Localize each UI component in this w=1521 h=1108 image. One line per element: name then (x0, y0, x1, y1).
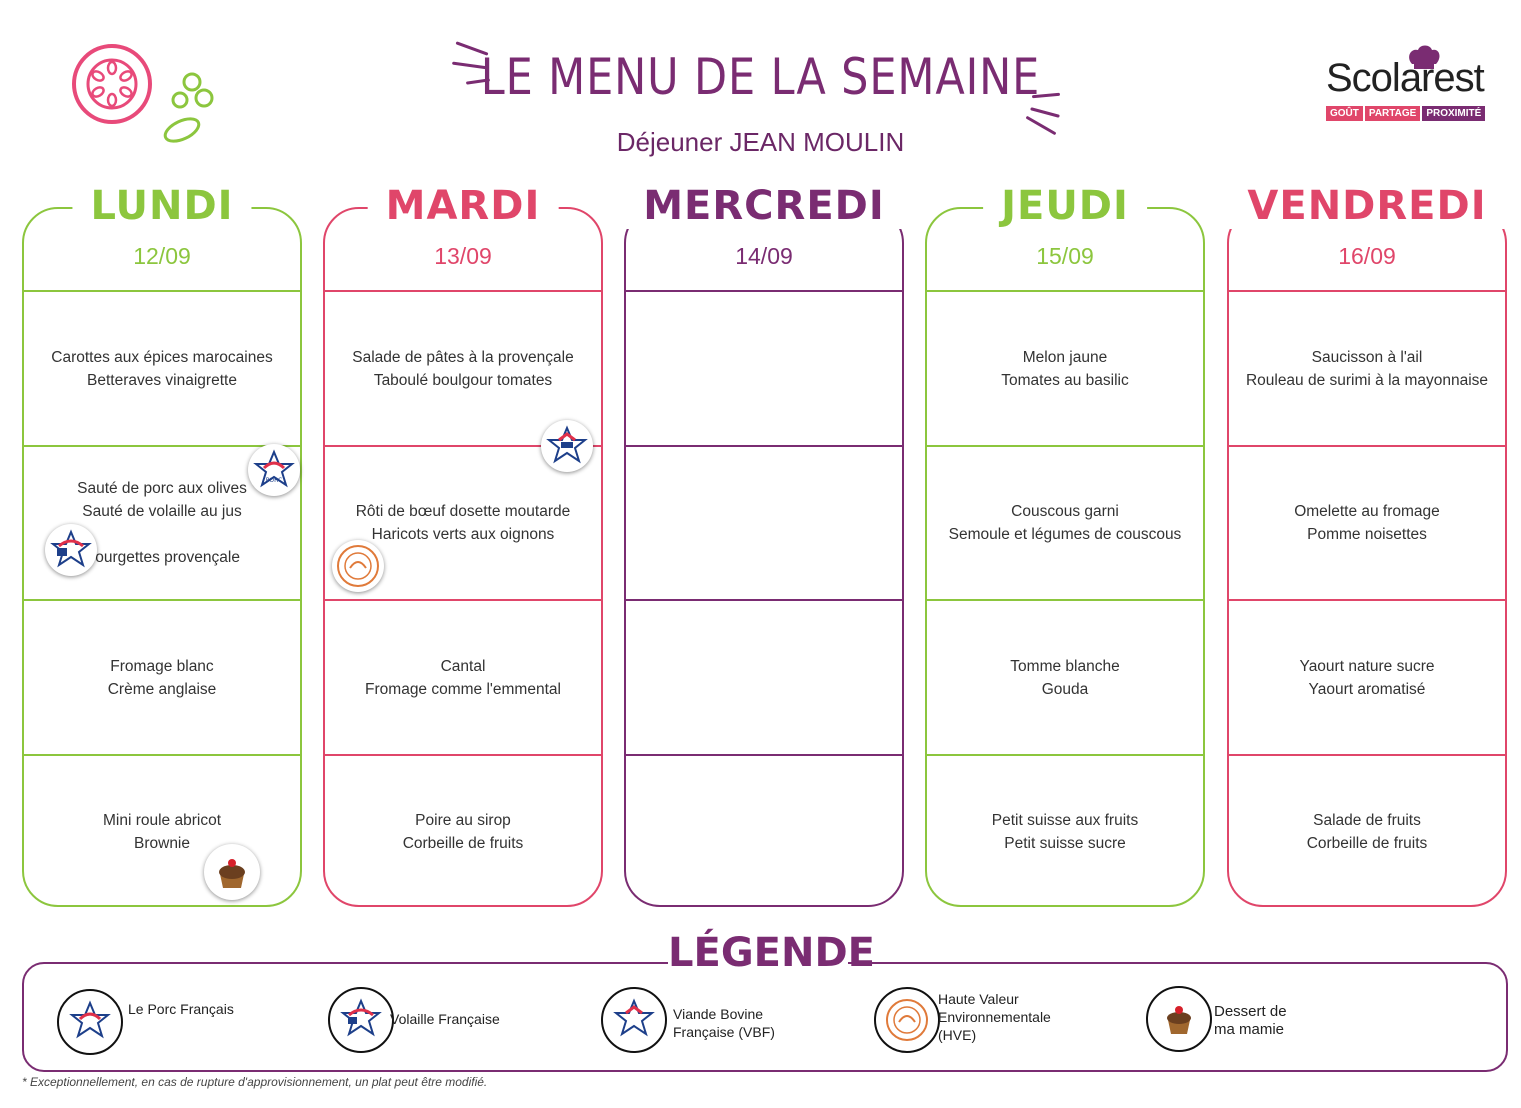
menu-item: Couscous garni (1011, 503, 1119, 520)
brand-name: Scolarest (1326, 56, 1485, 100)
menu-section: Salade de fruits Corbeille de fruits (1229, 754, 1505, 907)
menu-item: Fromage comme l'emmental (365, 680, 561, 698)
day-name: MARDI (367, 183, 559, 229)
menu-item: Crème anglaise (107, 680, 217, 698)
menu-item: Rôti de bœuf dosette moutarde (355, 503, 571, 520)
menu-item: Poire au sirop (415, 811, 511, 829)
legend-label-volaille: Volaille Française (390, 1011, 500, 1027)
menu-item: Omelette au fromage (1294, 503, 1440, 520)
day-column-mardi: MARDI 13/09 Salade de pâtes à la provençal… (323, 183, 603, 907)
day-date: 13/09 (434, 243, 492, 269)
menu-section (626, 599, 902, 754)
menu-item: Sauté de volaille au jus (82, 503, 242, 520)
menu-section: Couscous garni Semoule et légumes de cous… (927, 445, 1203, 599)
menu-item: Haricots verts aux oignons (371, 526, 555, 543)
legend-label-vbf: Viande Bovine Française (VBF) (673, 1006, 775, 1040)
day-date: 12/09 (133, 243, 191, 269)
menu-item: Saucisson à l'ail (1311, 348, 1423, 366)
menu-section (626, 754, 902, 907)
menu-item: Salade de fruits (1313, 811, 1421, 829)
scolarest-logo: Scolarest GOÛT PARTAGE PROXIMITÉ (1318, 44, 1503, 124)
volaille-francaise-logo-icon (328, 987, 394, 1053)
menu-item: Petit suisse aux fruits (991, 811, 1139, 829)
legend-label-hve: Haute Valeur Environnementale (HVE) (938, 991, 1051, 1043)
menu-item: Betteraves vinaigrette (87, 371, 237, 389)
legend-label-porc: Le Porc Français (128, 1001, 234, 1017)
menu-item: Petit suisse sucre (1004, 834, 1126, 852)
menu-item: Fromage blanc (110, 657, 214, 675)
day-name: VENDREDI (1229, 183, 1505, 229)
menu-item: Gouda (1041, 680, 1089, 698)
day-column-lundi: LUNDI 12/09 Carottes aux épices marocaines… (22, 183, 302, 907)
footnote: * Exceptionnellement, en cas de rupture … (22, 1075, 488, 1089)
legend-title: LÉGENDE (668, 930, 875, 976)
menu-item: Cantal (440, 657, 486, 675)
cupcake-icon (1146, 986, 1212, 1052)
menu-section: Salade de pâtes à la provençale Taboulé b… (325, 290, 601, 445)
menu-item: Rouleau de surimi à la mayonnaise (1245, 371, 1489, 389)
menu-item: Yaourt nature sucre (1299, 657, 1435, 675)
day-date: 15/09 (1036, 243, 1094, 269)
chef-hat-icon (1409, 45, 1440, 69)
tomato-decoration-icon (72, 44, 214, 143)
menu-item: Semoule et légumes de couscous (948, 526, 1182, 543)
menu-section: Sauté de porc aux olives Sauté de volaill… (24, 445, 300, 599)
hve-logo-icon (874, 987, 940, 1053)
le-porc-francais-logo-icon (57, 989, 123, 1055)
menu-section: Melon jaune Tomates au basilic (927, 290, 1203, 445)
menu-section: Saucisson à l'ail Rouleau de surimi à la … (1229, 290, 1505, 445)
menu-item: Courgettes provençale (84, 549, 240, 566)
hve-badge-icon (332, 540, 384, 592)
menu-item: Brownie (134, 834, 190, 852)
menu-section: Carottes aux épices marocaines Betteraves… (24, 290, 300, 445)
menu-item: Corbeille de fruits (1306, 834, 1428, 852)
menu-item: Sauté de porc aux olives (77, 480, 247, 497)
menu-item: Yaourt aromatisé (1308, 680, 1426, 698)
le-porc-francais-badge-icon: PORC (248, 444, 300, 496)
day-column-vendredi: VENDREDI 16/09 Saucisson à l'ail Rouleau de… (1227, 183, 1507, 907)
viande-bovine-francaise-badge-icon (541, 420, 593, 472)
menu-section: Fromage blanc Crème anglaise (24, 599, 300, 754)
menu-item: Taboulé boulgour tomates (373, 371, 553, 389)
menu-section: Yaourt nature sucre Yaourt aromatisé (1229, 599, 1505, 754)
day-column-jeudi: JEUDI 15/09 Melon jaune Tomates au basilic C… (925, 183, 1205, 907)
day-date: 14/09 (735, 243, 793, 269)
menu-section (626, 290, 902, 445)
menu-section: Mini roule abricot Brownie (24, 754, 300, 907)
menu-item: Salade de pâtes à la provençale (352, 348, 574, 366)
page-title: LE MENU DE LA SEMAINE (480, 48, 1041, 106)
day-name: MERCREDI (625, 183, 903, 229)
menu-section: Omelette au fromage Pomme noisettes (1229, 445, 1505, 599)
menu-item: Tomme blanche (1010, 657, 1120, 675)
menu-item: Tomates au basilic (1001, 371, 1129, 389)
menu-section: Petit suisse aux fruits Petit suisse sucr… (927, 754, 1203, 907)
menu-item: Carottes aux épices marocaines (51, 348, 273, 366)
menu-section: Rôti de bœuf dosette moutarde Haricots ve… (325, 445, 601, 599)
menu-item: Melon jaune (1022, 348, 1108, 366)
menu-section (626, 445, 902, 599)
day-name: LUNDI (72, 183, 252, 229)
brand-tagline: GOÛT PARTAGE PROXIMITÉ (1326, 106, 1486, 121)
menu-item (152, 523, 172, 546)
volaille-francaise-badge-icon (45, 524, 97, 576)
menu-item: Pomme noisettes (1307, 526, 1427, 543)
day-name: JEUDI (983, 183, 1147, 229)
legend-label-dessert: Dessert de ma mamie (1214, 1003, 1287, 1038)
day-date: 16/09 (1338, 243, 1396, 269)
page-subtitle: Déjeuner JEAN MOULIN (616, 127, 905, 157)
day-column-mercredi: MERCREDI 14/09 (624, 183, 904, 907)
menu-section: Cantal Fromage comme l'emmental (325, 599, 601, 754)
svg-text:PORC: PORC (266, 477, 282, 484)
menu-item: Mini roule abricot (102, 811, 222, 829)
cupcake-badge-icon (204, 844, 260, 900)
menu-section: Poire au sirop Corbeille de fruits (325, 754, 601, 907)
menu-section: Tomme blanche Gouda (927, 599, 1203, 754)
menu-item: Corbeille de fruits (402, 834, 524, 852)
viande-bovine-francaise-logo-icon (601, 987, 667, 1053)
